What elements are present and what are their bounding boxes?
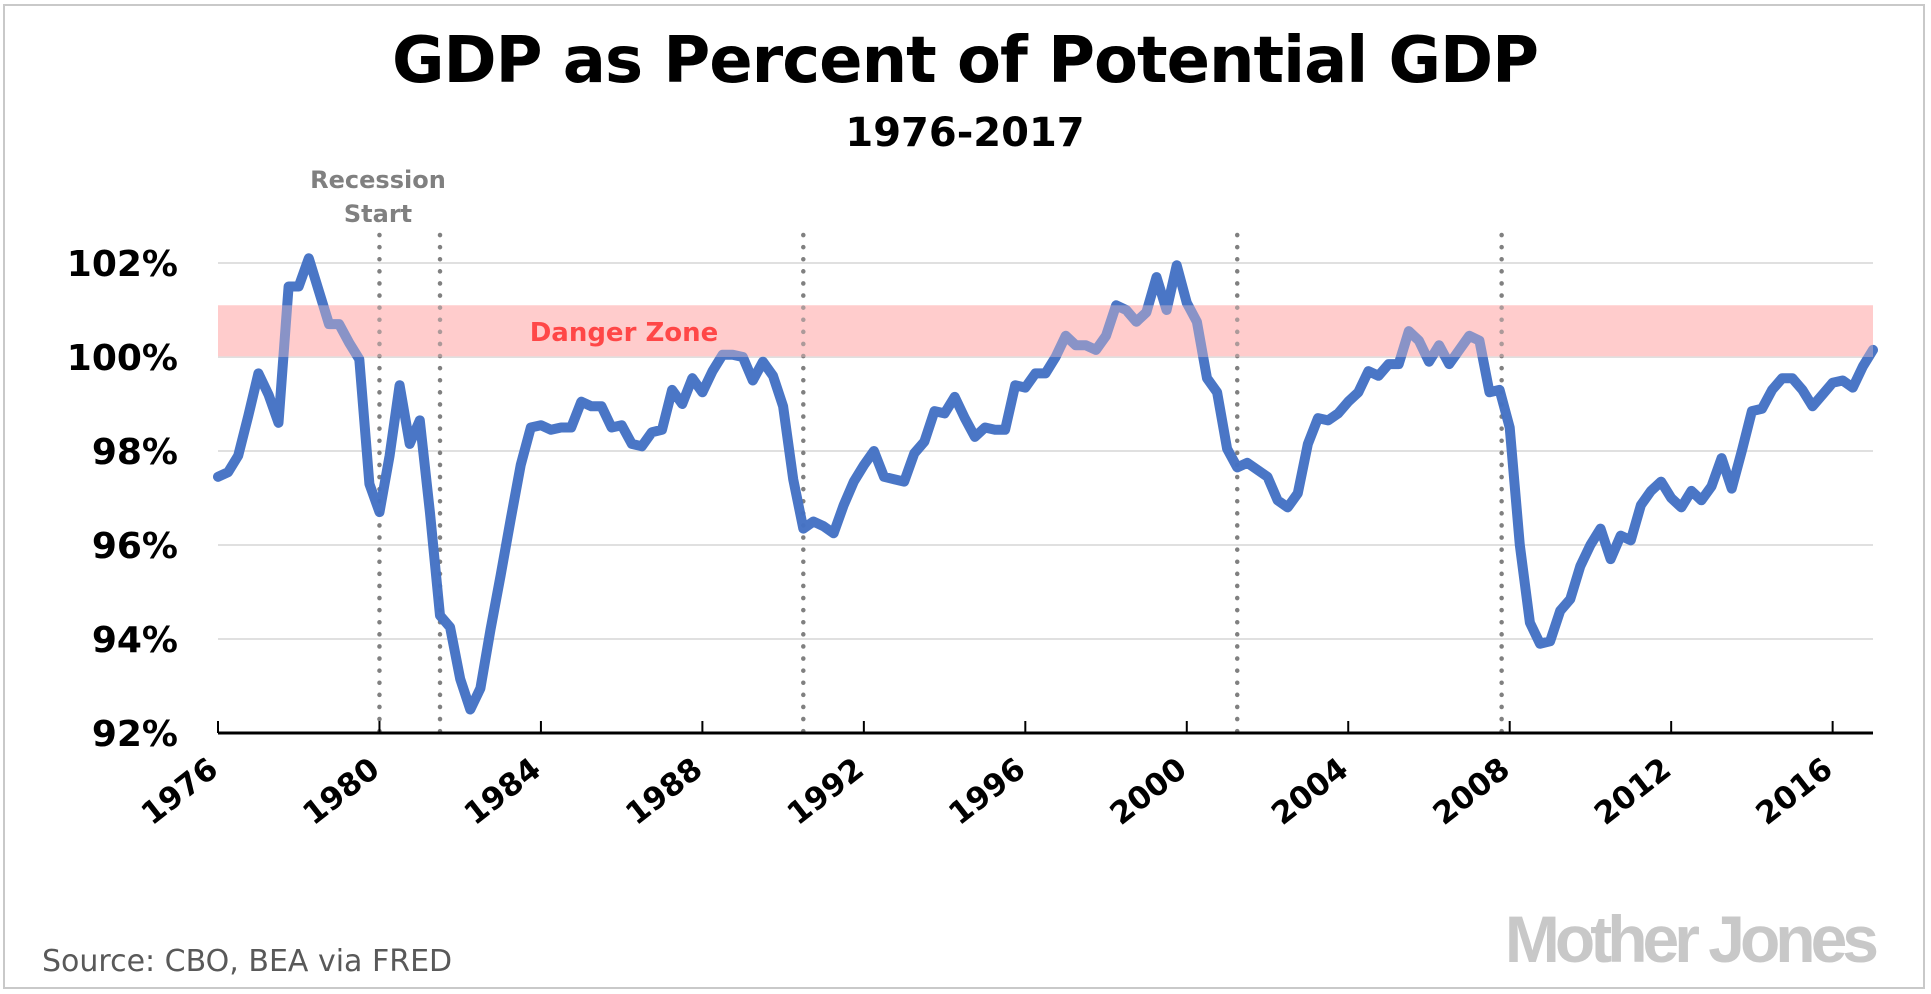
bands-layer: Danger Zone	[218, 305, 1873, 357]
source-note: Source: CBO, BEA via FRED	[42, 944, 452, 979]
danger-zone-label: Danger Zone	[530, 318, 719, 348]
gridlines	[218, 262, 1873, 640]
y-tick-label-98: 98%	[92, 432, 178, 473]
y-tick-label-94: 94%	[92, 620, 178, 661]
x-tick-labels: 1976 1980 1984 1988 1992 1996 2000 2004 2008 2012…	[135, 751, 1840, 832]
x-tick-label-2000: 2000	[1104, 751, 1194, 832]
x-tick-label-1988: 1988	[619, 751, 709, 832]
y-tick-label-92: 92%	[92, 714, 178, 755]
x-tick-label-2004: 2004	[1265, 751, 1355, 832]
x-tick-label-2016: 2016	[1749, 751, 1839, 832]
y-tick-label-100: 100%	[67, 338, 178, 379]
series-line-0	[213, 253, 1878, 715]
chart-subtitle: 1976-2017	[845, 110, 1084, 156]
x-tick-label-1984: 1984	[458, 751, 548, 832]
y-tick-label-96: 96%	[92, 526, 178, 567]
x-tick-label-1976: 1976	[135, 751, 225, 832]
axes	[217, 721, 1873, 735]
x-tick-label-1996: 1996	[942, 751, 1032, 832]
y-tick-labels: 92% 94% 96% 98% 100% 102%	[67, 244, 178, 755]
series-layer	[213, 253, 1878, 715]
x-tick-label-2012: 2012	[1588, 751, 1678, 832]
chart-title: GDP as Percent of Potential GDP	[392, 24, 1538, 98]
recession-annotation-line1: Recession	[310, 166, 446, 194]
x-tick-label-2008: 2008	[1426, 751, 1516, 832]
x-tick-label-1980: 1980	[296, 751, 386, 832]
danger-zone-overlay	[218, 305, 1873, 357]
x-tick-label-1992: 1992	[781, 751, 871, 832]
chart-frame	[3, 4, 1925, 989]
danger-zone-band	[218, 305, 1873, 357]
recession-lines	[377, 232, 1504, 736]
y-tick-label-102: 102%	[67, 244, 178, 285]
recession-annotation-line2: Start	[344, 200, 412, 228]
brand-logo: Mother Jones	[1505, 902, 1876, 976]
